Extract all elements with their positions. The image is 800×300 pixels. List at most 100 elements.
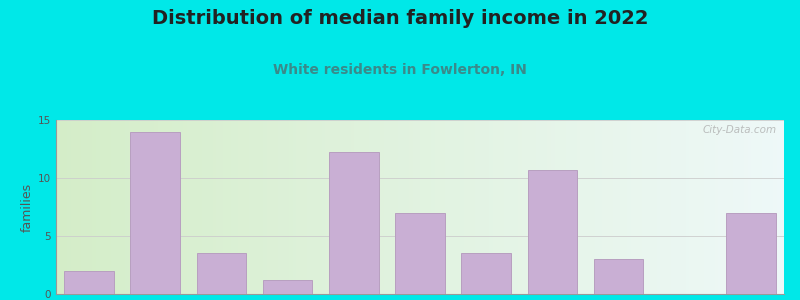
Bar xyxy=(373,120,376,294)
Bar xyxy=(154,120,158,294)
Bar xyxy=(369,120,373,294)
Bar xyxy=(362,120,366,294)
Bar xyxy=(296,120,300,294)
Bar xyxy=(474,120,478,294)
Bar xyxy=(580,120,584,294)
Bar xyxy=(594,120,598,294)
Bar xyxy=(176,120,180,294)
Bar xyxy=(209,120,213,294)
Bar xyxy=(74,120,78,294)
Bar xyxy=(726,120,730,294)
Bar xyxy=(310,120,314,294)
Y-axis label: families: families xyxy=(21,182,34,232)
Bar xyxy=(70,120,74,294)
Bar xyxy=(340,120,343,294)
Bar xyxy=(675,120,678,294)
Bar xyxy=(100,120,103,294)
Bar xyxy=(270,120,274,294)
Bar xyxy=(606,120,610,294)
Bar xyxy=(577,120,580,294)
Bar xyxy=(690,120,693,294)
Bar xyxy=(540,120,544,294)
Bar xyxy=(314,120,318,294)
Bar xyxy=(664,120,667,294)
Bar xyxy=(570,120,573,294)
Bar xyxy=(78,120,82,294)
Bar xyxy=(434,120,438,294)
Bar xyxy=(300,120,303,294)
Bar xyxy=(169,120,173,294)
Bar xyxy=(489,120,493,294)
Bar xyxy=(682,120,686,294)
Bar xyxy=(773,120,777,294)
Bar xyxy=(507,120,511,294)
Bar xyxy=(573,120,577,294)
Bar xyxy=(110,120,114,294)
Text: Distribution of median family income in 2022: Distribution of median family income in … xyxy=(152,9,648,28)
Bar xyxy=(322,120,326,294)
Bar xyxy=(777,120,780,294)
Bar xyxy=(617,120,620,294)
Bar xyxy=(533,120,537,294)
Bar xyxy=(133,120,136,294)
Bar xyxy=(431,120,434,294)
Bar xyxy=(671,120,675,294)
Bar xyxy=(147,120,150,294)
Bar xyxy=(60,120,63,294)
Bar xyxy=(114,120,118,294)
Bar xyxy=(627,120,631,294)
Bar xyxy=(220,120,223,294)
Bar xyxy=(650,120,653,294)
Bar xyxy=(303,120,307,294)
Bar xyxy=(638,120,642,294)
Bar xyxy=(413,120,416,294)
Bar xyxy=(493,120,497,294)
Bar xyxy=(366,120,369,294)
Bar xyxy=(420,120,424,294)
Bar xyxy=(307,120,310,294)
Bar xyxy=(460,120,464,294)
Bar xyxy=(198,120,202,294)
Bar xyxy=(526,120,530,294)
Bar xyxy=(56,120,60,294)
Bar xyxy=(85,120,89,294)
Bar xyxy=(267,120,270,294)
Bar xyxy=(551,120,554,294)
Bar xyxy=(129,120,133,294)
Bar xyxy=(558,120,562,294)
Bar xyxy=(598,120,602,294)
Bar xyxy=(293,120,296,294)
Bar xyxy=(744,120,747,294)
Bar xyxy=(238,120,242,294)
Bar xyxy=(424,120,427,294)
Bar xyxy=(544,120,547,294)
Bar xyxy=(591,120,594,294)
Bar xyxy=(726,213,776,294)
Bar xyxy=(504,120,507,294)
Bar xyxy=(274,120,278,294)
Bar xyxy=(562,120,566,294)
Bar xyxy=(740,120,744,294)
Bar xyxy=(449,120,453,294)
Bar xyxy=(486,120,489,294)
Text: White residents in Fowlerton, IN: White residents in Fowlerton, IN xyxy=(273,63,527,77)
Bar xyxy=(587,120,591,294)
Bar xyxy=(634,120,638,294)
Bar xyxy=(234,120,238,294)
Bar xyxy=(223,120,227,294)
Bar xyxy=(256,120,260,294)
Bar xyxy=(82,120,85,294)
Bar xyxy=(667,120,671,294)
Bar xyxy=(554,120,558,294)
Bar xyxy=(394,120,398,294)
Bar xyxy=(173,120,176,294)
Bar xyxy=(527,170,577,294)
Bar xyxy=(747,120,751,294)
Bar xyxy=(391,120,394,294)
Bar xyxy=(657,120,660,294)
Text: City-Data.com: City-Data.com xyxy=(702,125,777,135)
Bar xyxy=(613,120,617,294)
Bar xyxy=(118,120,122,294)
Bar xyxy=(67,120,70,294)
Bar xyxy=(122,120,125,294)
